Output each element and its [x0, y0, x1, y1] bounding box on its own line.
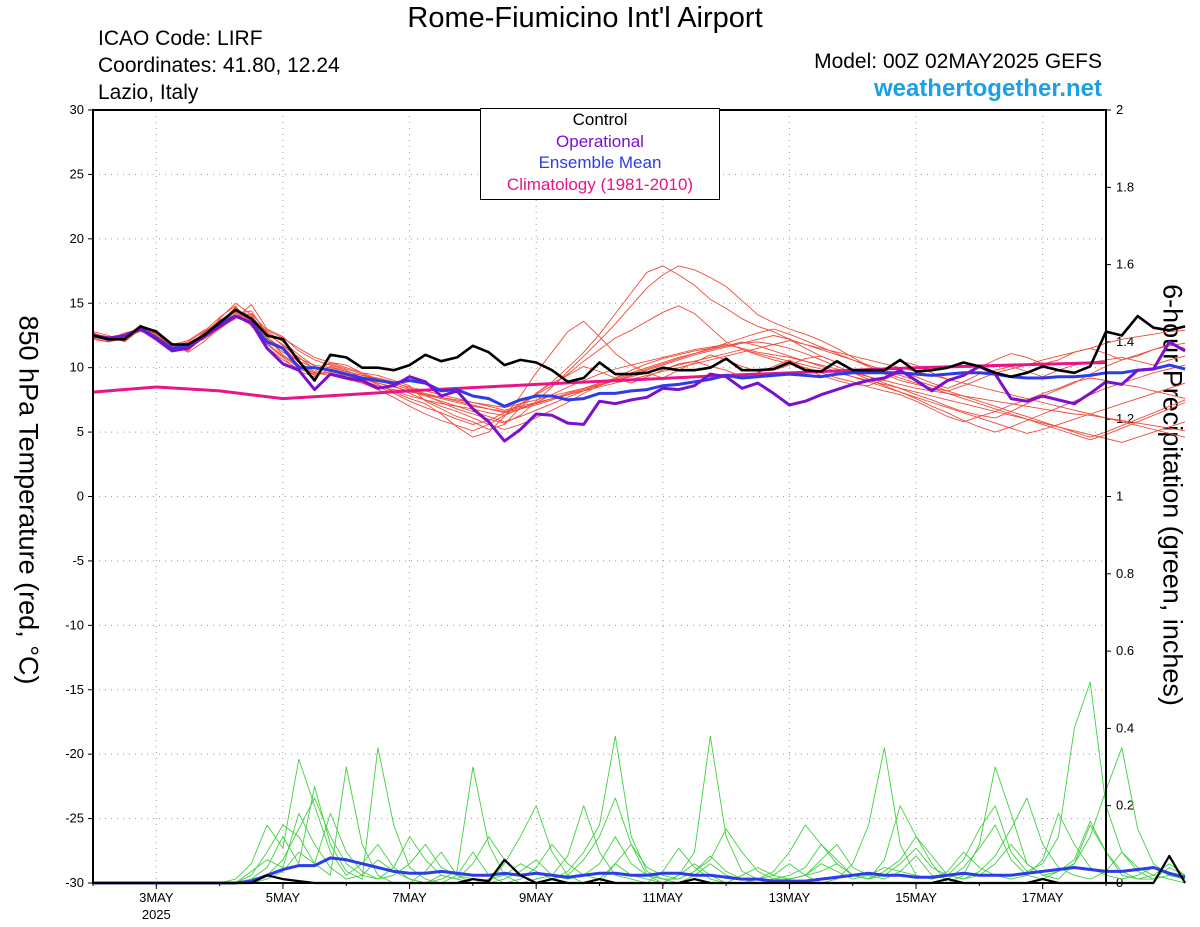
temp-member-line — [92, 304, 1186, 438]
y2-tick-label: 0.2 — [1116, 798, 1134, 813]
temp-member-line — [92, 265, 1186, 432]
precip-member-line — [93, 766, 1186, 884]
y-tick-label: 0 — [77, 489, 84, 504]
precip-member-line — [93, 812, 1186, 884]
x-tick-label: 7MAY — [392, 890, 427, 905]
y-tick-label: 10 — [70, 360, 84, 375]
y-tick-label: -20 — [65, 746, 84, 761]
x-tick-label: 3MAY — [139, 890, 174, 905]
precip-member-line — [93, 766, 1186, 884]
x-tick-year: 2025 — [142, 907, 171, 922]
y-tick-label: -25 — [65, 811, 84, 826]
temp-member-line — [92, 313, 1186, 433]
x-tick-label: 11MAY — [642, 890, 683, 905]
plot-frame — [92, 109, 1107, 884]
y-tick-label: -30 — [65, 875, 84, 890]
y-tick-label: -10 — [65, 617, 84, 632]
legend-operational: Operational — [556, 131, 644, 151]
legend: Control Operational Ensemble Mean Climat… — [480, 108, 720, 200]
y-tick-label: 15 — [70, 295, 84, 310]
icao-code: ICAO Code: LIRF — [98, 27, 263, 50]
y2-tick-label: 0.8 — [1116, 566, 1134, 581]
model-run: Model: 00Z 02MAY2025 GEFS — [814, 50, 1102, 73]
y2-tick-label: 2 — [1116, 102, 1123, 117]
x-tick-label: 15MAY — [895, 890, 937, 905]
chart-title: Rome-Fiumicino Int'l Airport — [407, 2, 763, 34]
precip-mean-line — [93, 856, 1186, 885]
y2-tick-label: 1 — [1116, 489, 1123, 504]
coordinates: Coordinates: 41.80, 12.24 — [98, 54, 340, 77]
y2-tick-label: 1.6 — [1116, 257, 1134, 272]
y-tick-label: 5 — [77, 424, 84, 439]
temp-control-line — [92, 308, 1186, 384]
y2-tick-label: 0.6 — [1116, 643, 1134, 658]
y-tick-label: 20 — [70, 231, 84, 246]
y-tick-label: -5 — [72, 553, 84, 568]
y2-tick-label: 1.8 — [1116, 179, 1134, 194]
y2-tick-label: 0.4 — [1116, 720, 1134, 735]
x-tick-label: 9MAY — [519, 890, 554, 905]
temp-member-line — [92, 305, 1186, 425]
temp-member-line — [92, 265, 1186, 424]
operational-line — [92, 314, 1186, 443]
y2-tick-label: 1.4 — [1116, 334, 1134, 349]
legend-control: Control — [572, 110, 628, 129]
y-tick-label: 25 — [70, 166, 84, 181]
x-tick-label: 5MAY — [266, 890, 301, 905]
precip-member-line — [93, 797, 1186, 884]
site-link[interactable]: weathertogether.net — [873, 75, 1102, 102]
legend-climatology: Climatology (1981-2010) — [506, 174, 694, 194]
temp-member-line — [92, 311, 1186, 432]
precip-member-line — [93, 681, 1186, 884]
y-tick-label: -15 — [65, 682, 84, 697]
legend-ensemble-mean: Ensemble Mean — [538, 153, 662, 172]
x-tick-label: 17MAY — [1022, 890, 1064, 905]
temp-member-line — [92, 309, 1186, 438]
region: Lazio, Italy — [98, 81, 199, 104]
y-tick-label: 30 — [70, 102, 84, 117]
x-tick-label: 13MAY — [769, 890, 811, 905]
